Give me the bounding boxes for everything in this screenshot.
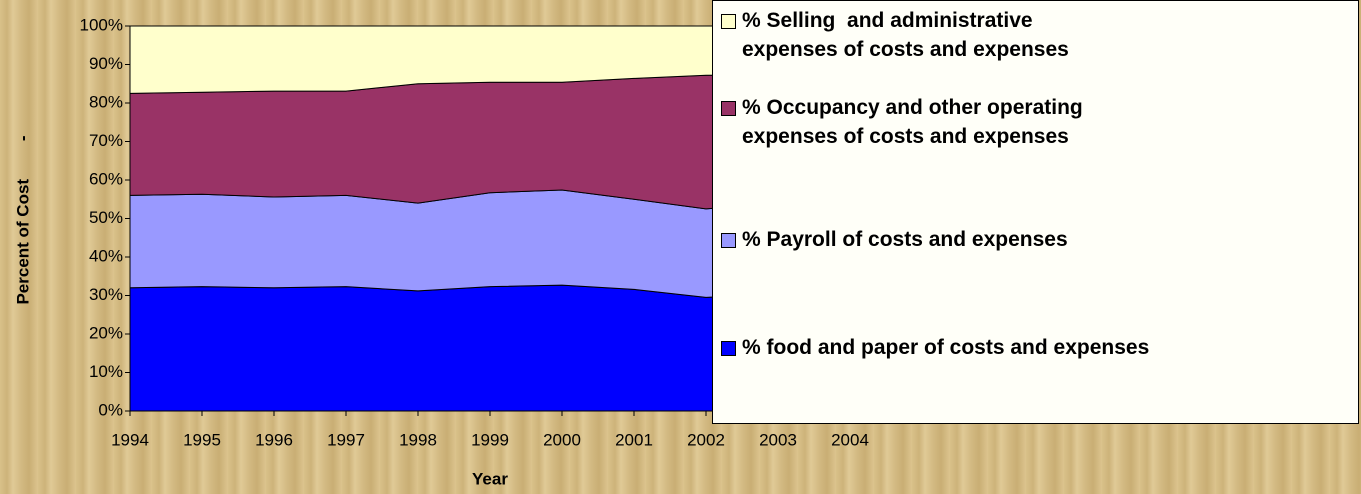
x-tick-label: 1994 [111,430,149,449]
y-tick-label: 80% [89,92,123,111]
legend-entry: % Payroll of costs and expenses [721,225,1351,254]
legend-entry: % Selling and administrative expenses of… [721,6,1351,64]
x-tick-label: 1998 [399,430,437,449]
legend-label: % Selling and administrative expenses of… [742,9,1069,61]
x-axis-title: Year [472,469,508,488]
y-axis-title: Percent of Cost - [13,135,32,304]
legend-swatch [721,233,736,248]
y-tick-label: 90% [89,54,123,73]
legend-label: % food and paper of costs and expenses [742,336,1150,359]
x-tick-label: 1997 [327,430,365,449]
y-tick-label: 50% [89,208,123,227]
legend: % food and paper of costs and expenses % … [712,0,1359,424]
y-tick-label: 40% [89,246,123,265]
x-tick-label: 2004 [831,430,869,449]
legend-swatch [721,341,736,356]
x-tick-label: 1995 [183,430,221,449]
legend-entry: % food and paper of costs and expenses [721,333,1351,362]
x-tick-label: 2001 [615,430,653,449]
legend-entry: % Occupancy and other operating expenses… [721,93,1351,151]
x-tick-label: 1999 [471,430,509,449]
x-tick-label: 1996 [255,430,293,449]
legend-swatch [721,14,736,29]
y-tick-label: 0% [98,400,123,419]
x-tick-label: 2003 [759,430,797,449]
y-tick-label: 60% [89,169,123,188]
y-tick-label: 70% [89,131,123,150]
legend-label: % Occupancy and other operating expenses… [742,96,1089,148]
legend-label: % Payroll of costs and expenses [742,228,1068,251]
x-tick-label: 2002 [687,430,725,449]
y-tick-label: 10% [89,362,123,381]
y-tick-label: 30% [89,285,123,304]
legend-swatch [721,101,736,116]
y-tick-label: 100% [80,15,123,34]
y-tick-label: 20% [89,323,123,342]
x-tick-label: 2000 [543,430,581,449]
